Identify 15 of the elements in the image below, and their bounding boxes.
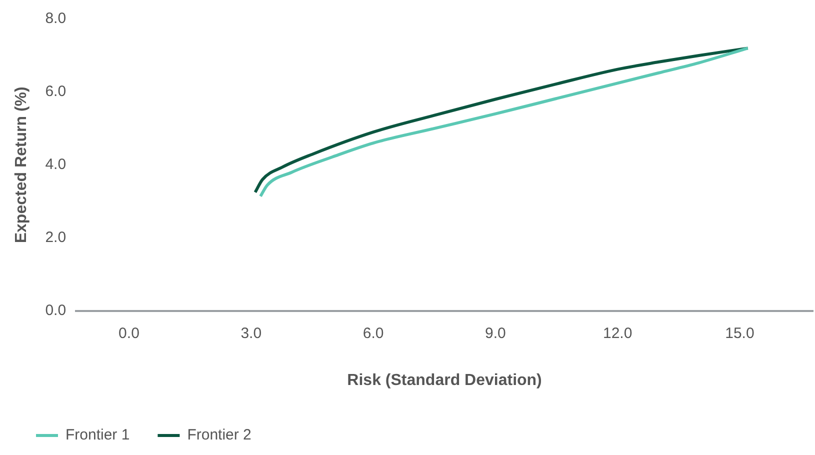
- x-tick-label: 0.0: [118, 324, 140, 342]
- x-tick-label: 9.0: [484, 324, 506, 342]
- y-axis-title: Expected Return (%): [13, 86, 30, 244]
- x-tick-label: 3.0: [240, 324, 262, 342]
- x-tick-label: 15.0: [725, 324, 754, 342]
- y-tick-label: 0.0: [45, 302, 66, 319]
- x-axis-title: Risk (Standard Deviation): [347, 372, 542, 389]
- y-tick-label: 4.0: [45, 156, 66, 174]
- x-tick-label: 12.0: [602, 324, 632, 342]
- y-tick-label: 6.0: [45, 83, 66, 100]
- x-tick-label: 6.0: [362, 324, 384, 342]
- y-tick-label: 8.0: [45, 10, 66, 28]
- legend-label: Frontier 2: [187, 426, 252, 444]
- y-tick-label: 2.0: [45, 228, 66, 246]
- legend-label: Frontier 1: [66, 426, 130, 444]
